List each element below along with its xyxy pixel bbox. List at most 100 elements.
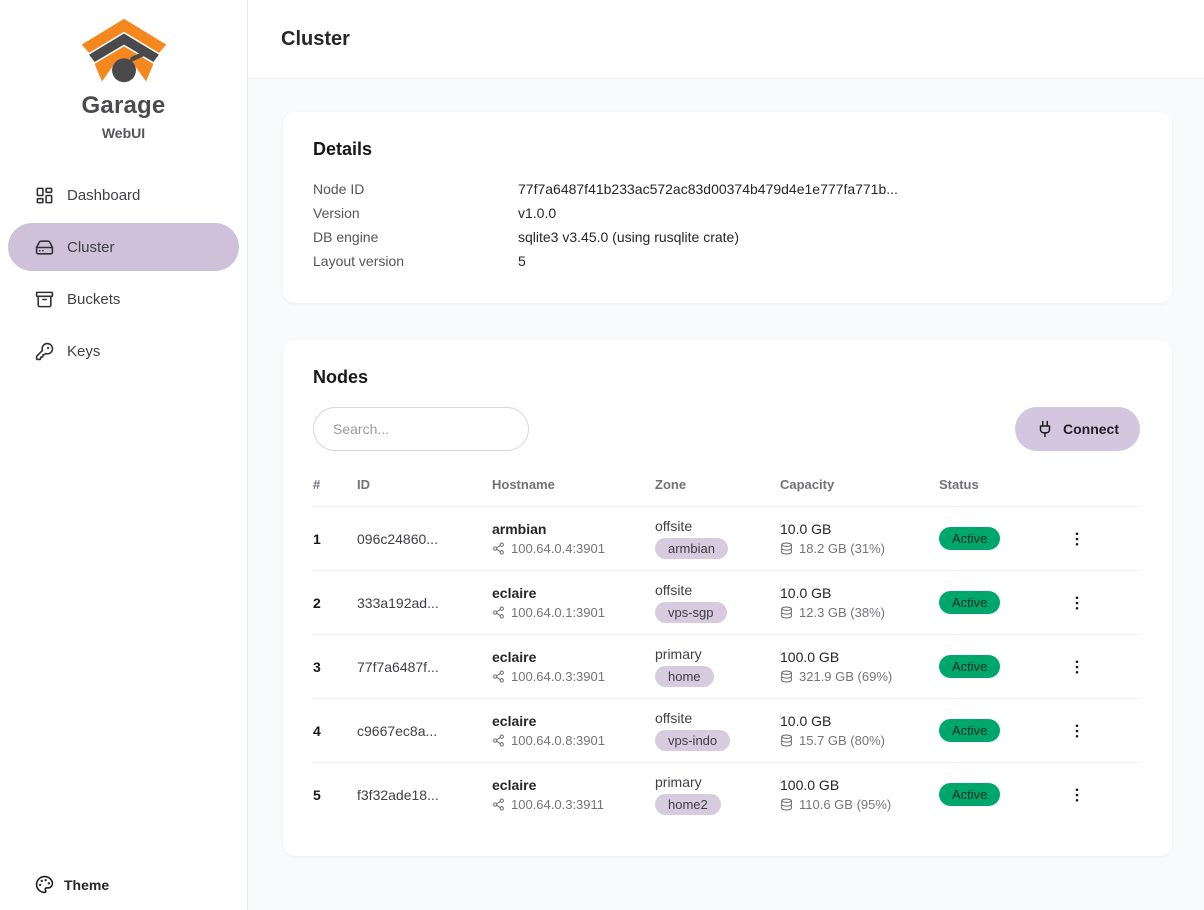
sidebar-item-label: Keys [67,342,101,360]
node-hostname: eclaire [492,649,537,665]
details-title: Details [313,139,373,159]
dashboard-icon [36,187,53,203]
col-header-id: ID [357,465,492,507]
zone-badge: vps-indo [655,730,731,751]
ellipsis-vertical-icon [1075,595,1079,610]
sidebar-nav: Dashboard Cluster Buckets Keys [0,171,247,375]
status-badge: Active [939,783,1001,806]
node-hostname: armbian [492,521,547,537]
topbar: Cluster [248,0,1204,79]
zone-name: offsite [655,518,693,534]
database-icon [781,542,792,555]
node-capacity: 10.0 GB [780,521,832,537]
detail-value: v1.0.0 [518,205,557,221]
col-header-actions [1064,465,1140,507]
key-icon [35,342,54,360]
col-header-num: # [313,465,357,507]
node-capacity: 100.0 GB [780,777,840,793]
node-usage: 321.9 GB (69%) [780,669,939,684]
node-address: 100.64.0.3:3911 [492,797,655,812]
node-id: 77f7a6487f... [357,634,492,699]
sidebar-item-buckets[interactable]: Buckets [8,275,239,323]
status-badge: Active [939,655,1001,678]
ellipsis-vertical-icon [1075,787,1079,802]
connect-label: Connect [1063,421,1119,437]
detail-value: 5 [518,253,526,269]
node-usage: 12.3 GB (38%) [780,605,939,620]
col-header-hostname: Hostname [492,465,655,507]
zone-badge: vps-sgp [655,602,727,623]
sidebar-item-cluster[interactable]: Cluster [8,223,239,271]
zone-badge: home [655,666,714,687]
nodes-title: Nodes [313,367,369,387]
connect-button[interactable]: Connect [1015,407,1140,451]
table-row: 5 f3f32ade18... eclaire 100.64.0.3:3911 … [313,763,1140,827]
table-row: 4 c9667ec8a... eclaire 100.64.0.8:3901 o… [313,698,1140,763]
table-header-row: # ID Hostname Zone Capacity Status [313,465,1140,507]
table-row: 1 096c24860... armbian 100.64.0.4:3901 o… [313,506,1140,571]
detail-label: DB engine [313,229,379,245]
detail-label: Layout version [313,253,405,269]
row-actions-menu-button[interactable] [1064,590,1090,616]
detail-row-db-engine: DB engine sqlite3 v3.45.0 (using rusqlit… [313,225,1140,249]
detail-value: sqlite3 v3.45.0 (using rusqlite crate) [518,229,739,245]
node-id: c9667ec8a... [357,698,492,763]
row-number: 4 [313,698,357,763]
node-id: f3f32ade18... [357,786,439,803]
nodes-toolbar: Connect [313,407,1140,451]
node-hostname: eclaire [492,585,537,601]
main-area: Cluster Details Node ID 77f7a6487f41b233… [248,0,1204,910]
row-actions-menu-button[interactable] [1064,782,1090,808]
details-rows: Node ID 77f7a6487f41b233ac572ac83d00374b… [313,177,1140,273]
node-usage: 110.6 GB (95%) [780,797,939,812]
theme-toggle[interactable]: Theme [35,875,109,894]
page-title: Cluster [281,27,350,50]
database-icon [781,670,792,683]
row-number: 3 [313,634,357,699]
sidebar-item-dashboard[interactable]: Dashboard [8,171,239,219]
row-actions-menu-button[interactable] [1064,654,1090,680]
logo-block: Garage WebUI [0,0,247,141]
nodes-card: Nodes Connect # ID Hostname [283,340,1172,856]
detail-label: Version [313,205,360,221]
row-number: 2 [313,570,357,635]
row-number: 1 [313,506,357,571]
share-icon [493,734,504,747]
node-address: 100.64.0.1:3901 [492,605,655,620]
sidebar-item-label: Cluster [67,238,115,256]
node-hostname: eclaire [492,777,537,793]
status-badge: Active [939,591,1001,614]
palette-icon [35,875,54,894]
node-usage: 15.7 GB (80%) [780,733,939,748]
row-actions-menu-button[interactable] [1064,526,1090,552]
app-name: Garage [81,92,166,119]
content: Details Node ID 77f7a6487f41b233ac572ac8… [248,79,1204,910]
ellipsis-vertical-icon [1075,659,1079,674]
sidebar-item-keys[interactable]: Keys [8,327,239,375]
table-row: 3 77f7a6487f... eclaire 100.64.0.3:3901 … [313,634,1140,699]
col-header-capacity: Capacity [780,465,939,507]
harddrive-icon [35,239,54,255]
sidebar-item-label: Buckets [67,290,121,308]
zone-name: offsite [655,710,693,726]
plug-icon [1039,420,1051,438]
share-icon [493,542,504,555]
status-badge: Active [939,527,1001,550]
archive-icon [35,291,54,307]
search-input[interactable] [313,407,529,451]
zone-name: primary [655,646,702,662]
theme-label: Theme [64,876,110,893]
table-row: 2 333a192ad... eclaire 100.64.0.1:3901 o… [313,570,1140,635]
garage-logo-icon [81,18,166,83]
node-id: 333a192ad... [357,570,492,635]
detail-row-node-id: Node ID 77f7a6487f41b233ac572ac83d00374b… [313,177,1140,201]
node-hostname: eclaire [492,713,537,729]
sidebar: Garage WebUI Dashboard Cluster Buckets K… [0,0,248,910]
node-address: 100.64.0.3:3901 [492,669,655,684]
share-icon [493,670,504,683]
details-card: Details Node ID 77f7a6487f41b233ac572ac8… [283,112,1172,303]
app-subtitle: WebUI [101,125,146,141]
detail-row-version: Version v1.0.0 [313,201,1140,225]
sidebar-item-label: Dashboard [67,186,141,204]
row-actions-menu-button[interactable] [1064,718,1090,744]
